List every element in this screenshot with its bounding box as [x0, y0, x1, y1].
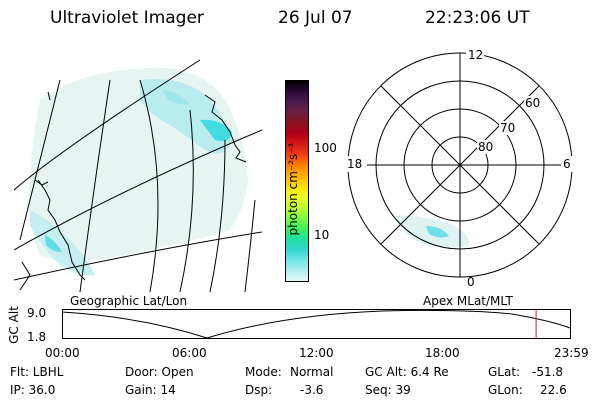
- info-door: Door: Open: [125, 365, 194, 379]
- timeline-ylabel: GC Alt: [7, 306, 21, 344]
- map-graticule-line: [14, 129, 262, 251]
- altitude-timeline: [62, 309, 571, 339]
- info-glat-value: -51.8: [532, 365, 564, 379]
- timeline-xtick: 06:00: [172, 346, 207, 360]
- timeline-xtick: 00:00: [45, 346, 80, 360]
- info-filter: Flt: LBHL: [10, 365, 64, 379]
- mlt-label-12: 12: [468, 48, 483, 62]
- info-mode-label: Mode:: [245, 365, 282, 379]
- info-glat-label: GLat:: [488, 365, 521, 379]
- info-ip: IP: 36.0: [10, 383, 56, 397]
- lat-label-60: 60: [525, 96, 540, 110]
- map-graticule-line: [19, 79, 61, 241]
- coastline: [37, 179, 86, 281]
- lat-label-70: 70: [500, 121, 515, 135]
- info-seq: Seq: 39: [365, 383, 411, 397]
- mlt-label-6: 6: [563, 157, 571, 171]
- timeline-frame: [62, 309, 571, 339]
- date-label: 26 Jul 07: [278, 8, 353, 28]
- right-panel-label: Apex MLat/MLT: [423, 294, 513, 308]
- polar-axis: [380, 85, 540, 245]
- colorbar: [285, 80, 309, 282]
- map-graticule-line: [14, 231, 262, 281]
- polar-plot: 12 18 6 0 60 70 80: [345, 48, 575, 286]
- colorbar-unit-label: photon cm⁻²s⁻¹: [286, 142, 300, 236]
- coastline: [204, 94, 247, 163]
- coastline: [19, 261, 31, 291]
- map-graticule-line: [244, 199, 256, 292]
- info-glon-label: GLon:: [488, 383, 523, 397]
- aurora-bottom-core: [45, 235, 62, 252]
- polar-emission-core: [426, 226, 449, 238]
- info-gain: Gain: 14: [125, 383, 176, 397]
- info-dsp-value: -3.6: [300, 383, 324, 397]
- mlt-label-0: 0: [467, 275, 475, 286]
- aurora-core: [200, 119, 232, 141]
- timeline-xtick: 12:00: [299, 346, 334, 360]
- aurora-patch: [162, 90, 190, 105]
- geographic-map: [14, 59, 262, 292]
- colorbar-tick-100: 100: [314, 141, 337, 155]
- info-glon-value: 22.6: [540, 383, 567, 397]
- left-panel-label: Geographic Lat/Lon: [70, 294, 188, 308]
- colorbar-tick-10: 10: [314, 228, 330, 242]
- info-dsp-label: Dsp:: [245, 383, 273, 397]
- timeline-xtick: 23:59: [554, 346, 589, 360]
- info-mode-value: Normal: [290, 365, 334, 379]
- app-title: Ultraviolet Imager: [50, 8, 204, 28]
- map-graticule-line: [179, 109, 194, 292]
- mlt-label-18: 18: [347, 157, 362, 171]
- timeline-xtick: 18:00: [425, 346, 460, 360]
- map-graticule-line: [14, 59, 201, 191]
- altitude-curve: [62, 309, 571, 339]
- time-label: 22:23:06 UT: [425, 8, 530, 28]
- timeline-ytick-1-8: 1.8: [27, 330, 47, 344]
- aurora-region-top: [140, 79, 232, 154]
- info-gc-alt: GC Alt: 6.4 Re: [365, 365, 449, 379]
- coastline: [34, 179, 49, 186]
- map-graticule-line: [209, 139, 226, 292]
- coastline: [47, 91, 51, 101]
- aurora-region-bottom: [30, 210, 95, 276]
- timeline-ytick-9: 9.0: [27, 306, 47, 320]
- map-graticule-line: [139, 79, 159, 292]
- lat-label-80: 80: [478, 140, 493, 154]
